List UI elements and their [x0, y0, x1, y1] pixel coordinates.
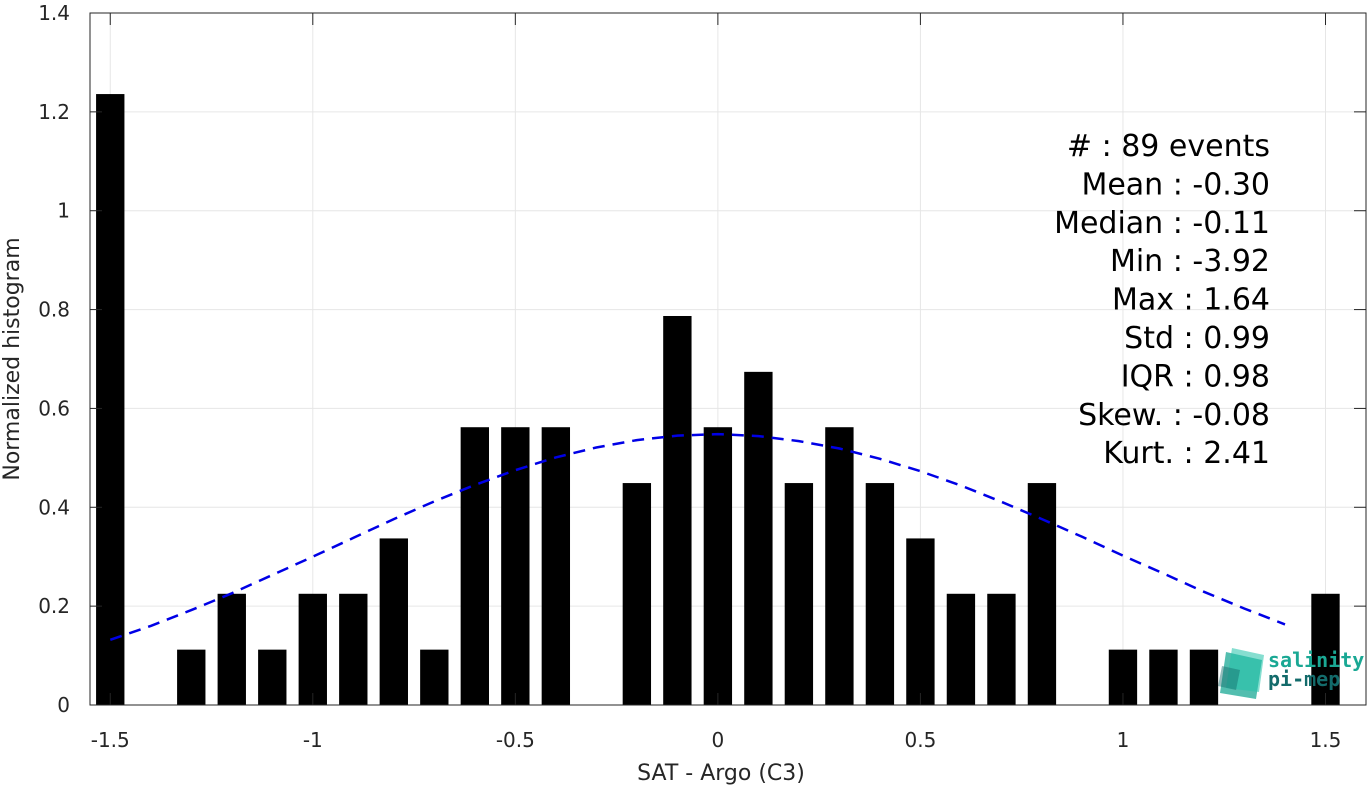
histogram-bar: [622, 483, 652, 705]
y-tick-label: 0.8: [38, 298, 70, 322]
histogram-bar: [420, 649, 449, 705]
histogram-bar: [1027, 483, 1057, 705]
y-tick-label: 0.6: [38, 396, 70, 420]
stat-line: Max : 1.64: [1112, 283, 1270, 318]
histogram-bar: [906, 538, 935, 705]
x-tick-label: -0.5: [496, 728, 535, 752]
histogram-bar: [217, 593, 246, 705]
histogram-bar: [96, 94, 125, 705]
axis-ticks: [90, 12, 1366, 706]
stat-line: Min : -3.92: [1110, 244, 1270, 279]
x-tick-label: -1: [303, 728, 323, 752]
y-tick-labels: 0 0.2 0.4 0.6 0.8 1 1.2 1.4: [38, 1, 70, 717]
grid-lines: [90, 12, 1366, 706]
histogram-bar: [501, 427, 530, 705]
histogram-bar: [865, 483, 895, 705]
histogram-bar: [784, 483, 814, 705]
x-tick-label: 0.5: [905, 728, 937, 752]
y-tick-label: 1: [57, 199, 70, 223]
gaussian-fit-curve: [109, 432, 1286, 641]
histogram-bar: [177, 649, 206, 705]
x-tick-label: 1.5: [1310, 728, 1342, 752]
stat-line: Std : 0.99: [1124, 321, 1270, 356]
bars: [96, 94, 1340, 705]
stat-line: IQR : 0.98: [1121, 359, 1270, 394]
histogram-bar: [946, 593, 976, 705]
y-tick-label: 0.2: [38, 594, 70, 618]
y-tick-label: 0: [57, 693, 70, 717]
histogram-bar: [541, 427, 571, 705]
y-tick-label: 1.2: [38, 100, 70, 124]
histogram-bar: [703, 427, 733, 705]
x-tick-label: 0: [712, 728, 725, 752]
stat-line: Skew. : -0.08: [1078, 398, 1270, 433]
histogram-bar: [258, 649, 287, 705]
y-tick-label: 1.4: [38, 1, 70, 25]
histogram-bar: [298, 593, 327, 705]
stat-line: Median : -0.11: [1054, 206, 1270, 241]
histogram-bar: [825, 427, 854, 705]
histogram-bar: [744, 371, 773, 705]
x-tick-labels: -1.5 -1 -0.5 0 0.5 1 1.5: [91, 728, 1342, 752]
logo-text-salinity: salinity: [1268, 648, 1364, 672]
x-axis-title: SAT - Argo (C3): [637, 761, 805, 786]
histogram-bar: [987, 593, 1016, 705]
histogram-bar: [663, 315, 692, 705]
x-tick-label: 1: [1117, 728, 1130, 752]
logo-text-pimep: pi-mep: [1268, 667, 1340, 691]
salinity-pimep-logo: salinity pi-mep: [1218, 648, 1364, 699]
y-axis-title: Normalized histogram: [0, 237, 25, 480]
stat-line: Kurt. : 2.41: [1103, 436, 1270, 471]
histogram-bar: [1149, 649, 1178, 705]
stat-line: Mean : -0.30: [1081, 167, 1270, 202]
plot-frame: [89, 12, 1367, 706]
logo-mark: [1218, 648, 1264, 699]
histogram-bar: [460, 427, 490, 705]
stat-line: # : 89 events: [1067, 129, 1270, 164]
x-tick-label: -1.5: [91, 728, 130, 752]
y-tick-label: 0.4: [38, 495, 70, 519]
histogram-bar: [1311, 593, 1340, 705]
histogram-bar: [339, 593, 368, 705]
histogram-bar: [379, 538, 408, 705]
histogram-bar: [1189, 649, 1219, 705]
